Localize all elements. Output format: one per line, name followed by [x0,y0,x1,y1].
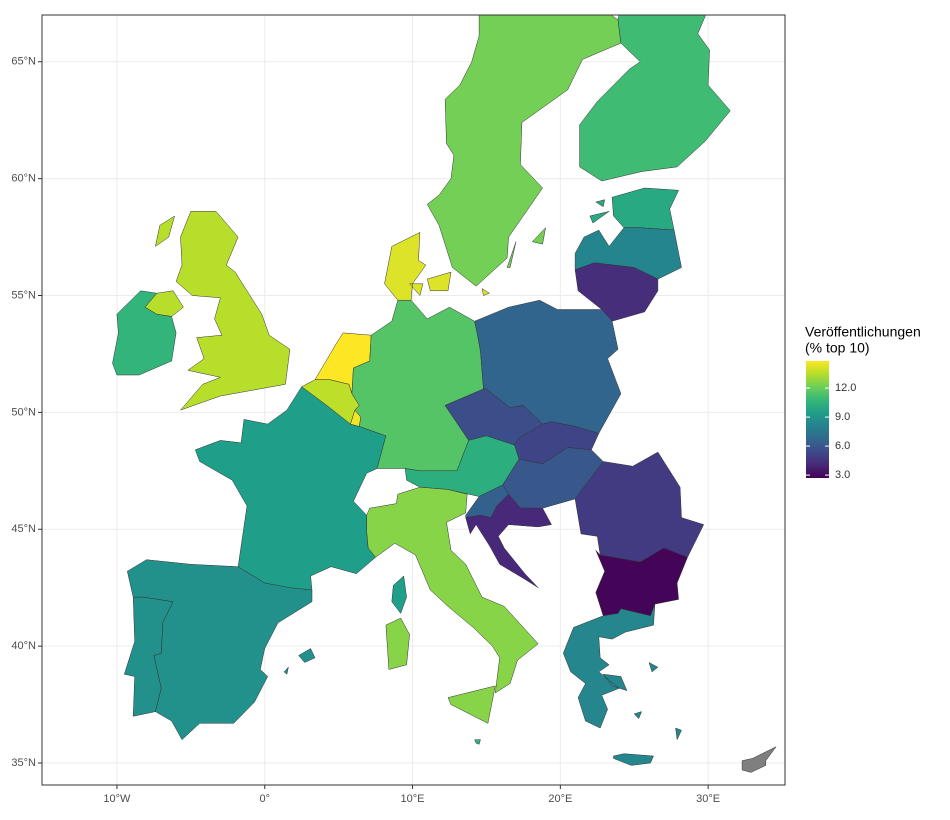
regions [112,15,777,773]
x-tick-label: 20°E [548,793,572,805]
y-tick-label: 35°N [11,757,36,769]
region [465,493,552,588]
x-tick-label: 10°E [401,793,425,805]
region [741,746,777,773]
legend-title: Veröffentlichungen [805,324,921,340]
y-tick-label: 50°N [11,406,36,418]
y-tick-label: 60°N [11,173,36,185]
colorbar [806,361,829,478]
region [384,231,490,301]
x-tick-label: 30°E [696,793,720,805]
region [579,15,731,182]
legend-tick-label: 3.0 [835,469,850,481]
region [474,739,481,745]
y-tick-label: 45°N [11,523,36,535]
region [366,486,539,724]
legend-tick-label: 12.0 [835,382,856,394]
legend-tick-label: 6.0 [835,440,850,452]
panel-border [41,14,786,786]
region [426,15,622,287]
legend-title: (% top 10) [805,340,870,356]
x-tick-label: 10°W [103,793,131,805]
y-tick-label: 65°N [11,56,36,68]
region [574,262,659,322]
region [563,604,682,766]
region [127,559,316,741]
y-tick-label: 40°N [11,640,36,652]
y-tick-label: 55°N [11,289,36,301]
legend-tick-label: 9.0 [835,411,850,423]
region [112,290,177,376]
x-tick-label: 0° [259,793,270,805]
